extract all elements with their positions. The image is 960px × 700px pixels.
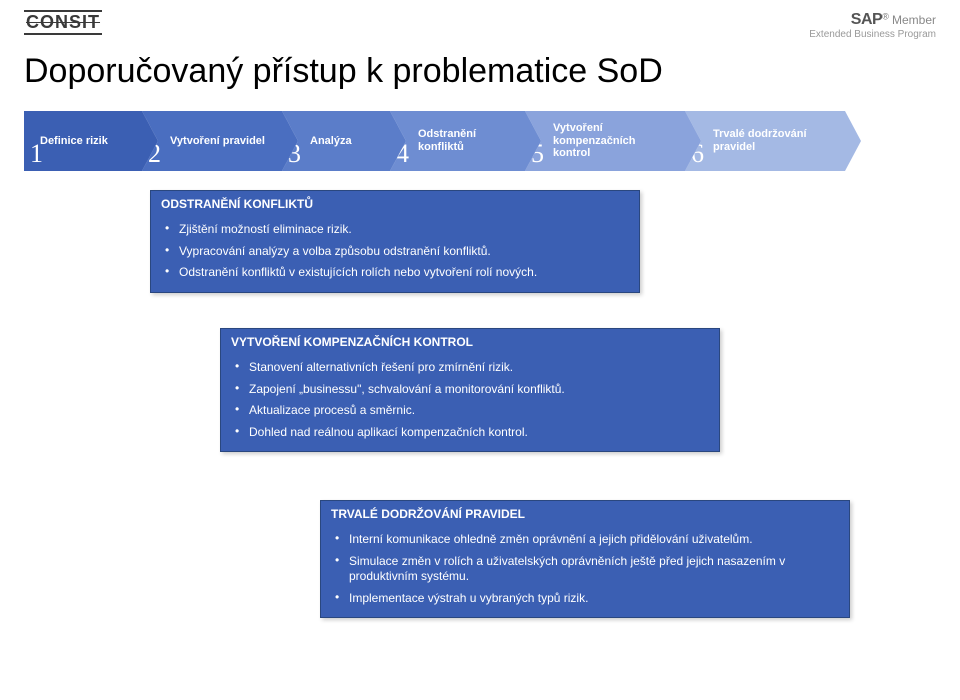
page-title: Doporučovaný přístup k problematice SoD <box>24 52 960 91</box>
list-item: Zjištění možností eliminace rizik. <box>169 219 629 241</box>
box1-list: Zjištění možností eliminace rizik.Vyprac… <box>151 215 639 292</box>
box1-title: ODSTRANĚNÍ KONFLIKTŮ <box>151 191 639 215</box>
list-item: Aktualizace procesů a směrnic. <box>239 400 709 422</box>
list-item: Odstranění konfliktů v existujících rolí… <box>169 262 629 284</box>
chevron-step-6: Trvalé dodržovánípravidel6 <box>685 111 845 171</box>
chevron-label: Vytvoření pravidel <box>170 135 272 148</box>
logo-sap: SAP® Member Extended Business Program <box>809 10 936 41</box>
process-chevrons: Definice rizik1Vytvoření pravidel2Analýz… <box>24 111 960 171</box>
chevron-label: Vytvořeníkompenzačníchkontrol <box>553 122 675 160</box>
list-item: Dohled nad reálnou aplikací kompenzačníc… <box>239 422 709 444</box>
chevron-step-4: Odstraněníkonfliktů4 <box>390 111 525 171</box>
chevron-label: Analýza <box>310 135 380 148</box>
list-item: Stanovení alternativních řešení pro zmír… <box>239 357 709 379</box>
header: CONSIT SAP® Member Extended Business Pro… <box>0 0 960 48</box>
box-vytvoreni-kompenzacnich-kontrol: VYTVOŘENÍ KOMPENZAČNÍCH KONTROL Stanoven… <box>220 328 720 452</box>
list-item: Zapojení „businessu", schvalování a moni… <box>239 379 709 401</box>
sap-subtitle: Extended Business Program <box>809 29 936 41</box>
box2-list: Stanovení alternativních řešení pro zmír… <box>221 353 719 451</box>
chevron-step-2: Vytvoření pravidel2 <box>142 111 282 171</box>
member-text: Member <box>892 13 936 27</box>
list-item: Implementace výstrah u vybraných typů ri… <box>339 588 839 610</box>
chevron-label: Trvalé dodržovánípravidel <box>713 128 835 153</box>
chevron-step-3: Analýza3 <box>282 111 390 171</box>
chevron-label: Definice rizik <box>40 135 132 148</box>
box3-title: TRVALÉ DODRŽOVÁNÍ PRAVIDEL <box>321 501 849 525</box>
list-item: Vypracování analýzy a volba způsobu odst… <box>169 241 629 263</box>
box2-title: VYTVOŘENÍ KOMPENZAČNÍCH KONTROL <box>221 329 719 353</box>
chevron-step-5: Vytvořeníkompenzačníchkontrol5 <box>525 111 685 171</box>
box-trvale-dodrzovani-pravidel: TRVALÉ DODRŽOVÁNÍ PRAVIDEL Interní komun… <box>320 500 850 618</box>
box3-list: Interní komunikace ohledně změn oprávněn… <box>321 525 849 617</box>
chevron-label: Odstraněníkonfliktů <box>418 128 515 153</box>
chevron-step-1: Definice rizik1 <box>24 111 142 171</box>
sap-text: SAP <box>851 11 882 28</box>
box-odstraneni-konfliktu: ODSTRANĚNÍ KONFLIKTŮ Zjištění možností e… <box>150 190 640 293</box>
list-item: Simulace změn v rolích a uživatelských o… <box>339 551 839 588</box>
chevron-number: 1 <box>30 139 43 169</box>
logo-consit: CONSIT <box>24 10 102 35</box>
reg-mark: ® <box>882 11 889 21</box>
list-item: Interní komunikace ohledně změn oprávněn… <box>339 529 839 551</box>
